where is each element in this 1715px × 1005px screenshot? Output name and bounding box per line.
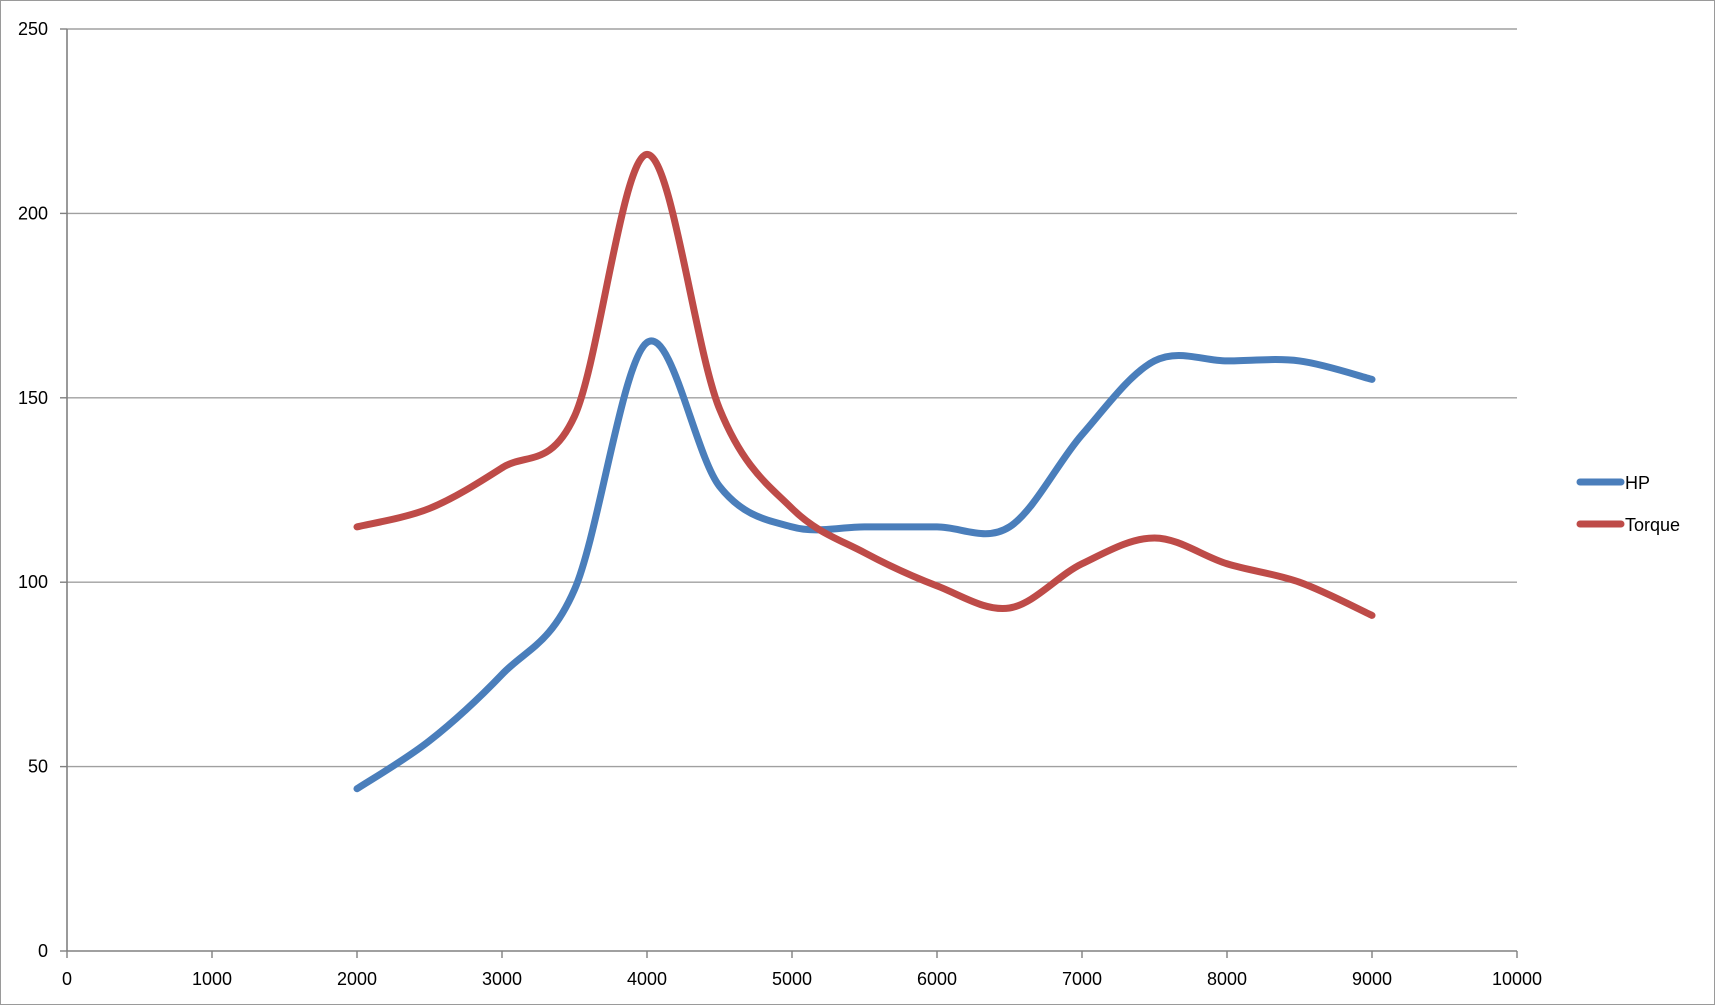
x-tick-label: 8000 [1207, 969, 1247, 989]
x-tick-label: 10000 [1492, 969, 1542, 989]
x-tick-label: 9000 [1352, 969, 1392, 989]
y-tick-label: 200 [18, 203, 48, 223]
legend-label-torque: Torque [1625, 515, 1680, 535]
legend: HP Torque [1576, 473, 1680, 535]
x-tick-label: 0 [62, 969, 72, 989]
x-tick-label: 6000 [917, 969, 957, 989]
x-tick-label: 4000 [627, 969, 667, 989]
series-lines [353, 150, 1376, 793]
x-tick-label: 2000 [337, 969, 377, 989]
y-tick-label: 50 [28, 757, 48, 777]
x-tick-label: 1000 [192, 969, 232, 989]
y-tick-label: 150 [18, 388, 48, 408]
y-tick-label: 250 [18, 19, 48, 39]
y-tick-label: 0 [38, 941, 48, 961]
y-tick-label: 100 [18, 572, 48, 592]
series-line-torque [353, 150, 1376, 619]
gridlines [67, 28, 1517, 768]
axes: 0 50 100 150 200 250 0 1000 2000 3000 4000 5000 6000… [18, 19, 1542, 989]
legend-label-hp: HP [1625, 473, 1650, 493]
x-tick-label: 3000 [482, 969, 522, 989]
x-tick-label: 5000 [772, 969, 812, 989]
x-tick-label: 7000 [1062, 969, 1102, 989]
